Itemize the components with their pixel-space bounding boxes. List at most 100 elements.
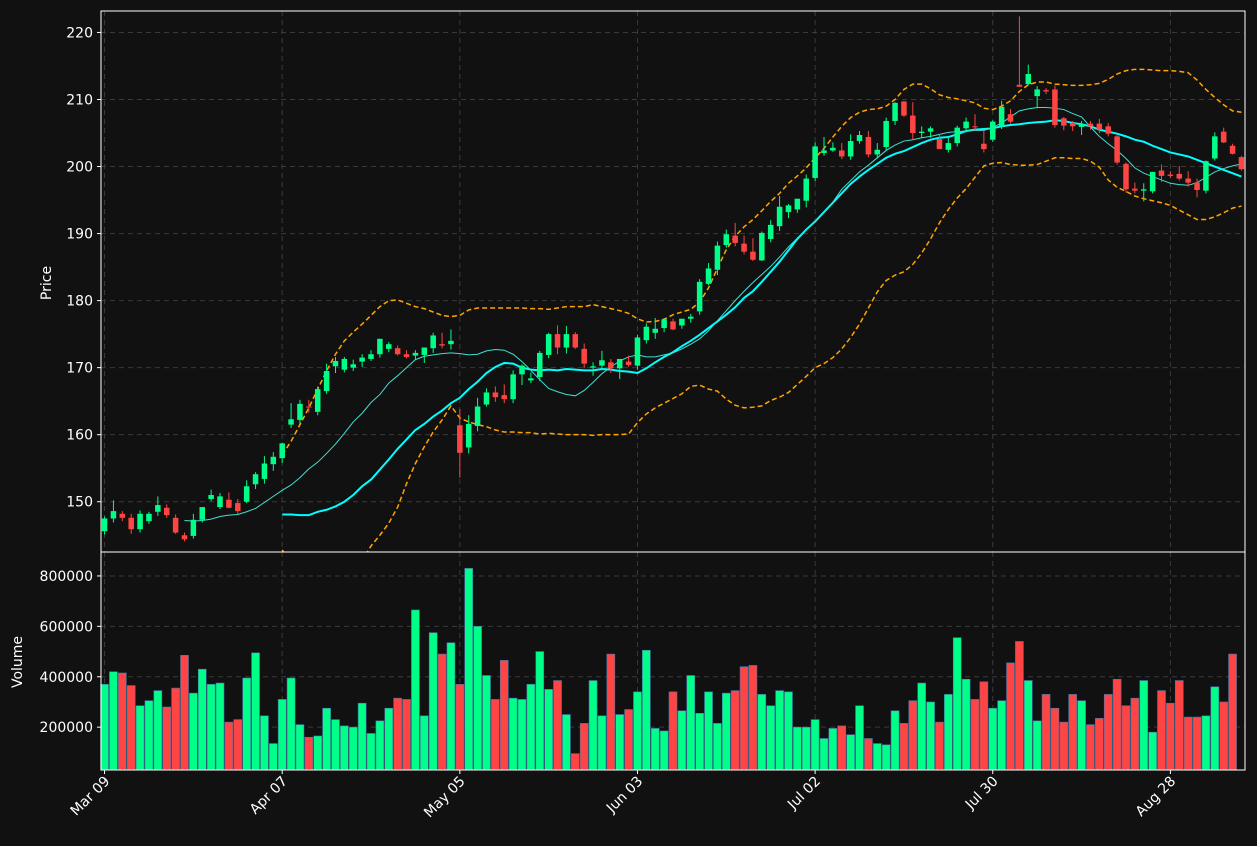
volume-bar [508,697,518,771]
candle-down [181,535,188,540]
volume-bar [579,723,589,771]
candle-up [448,340,454,345]
volume-bar [304,736,314,771]
volume-bar [730,690,740,771]
candle-up [350,364,357,368]
volume-bar [144,700,154,771]
candle-up [616,358,623,369]
volume-bar [801,726,811,771]
candle-down [1176,173,1183,179]
candle-up [1078,124,1085,127]
candle-up [963,121,969,129]
volume-bar [446,642,456,771]
candle-down [608,362,614,369]
volume-bar [1006,662,1015,771]
price-candlesticks [101,16,1245,542]
volume-tick-label: 400000 [40,670,93,686]
volume-bar [624,709,633,771]
candle-down [172,517,179,533]
volume-bar [846,734,855,771]
candle-down [670,321,676,330]
volume-bar [908,700,918,771]
candle-up [643,326,650,341]
volume-bar [437,653,447,771]
candle-up [252,474,259,485]
volume-bar [455,684,465,771]
volume-bar [793,726,802,771]
candle-up [1212,136,1218,159]
volume-bar [1183,716,1193,771]
candle-down [972,126,978,128]
candle-down [1132,188,1138,191]
candle-down [306,406,312,408]
candle-down [936,139,943,150]
bollinger-band-line [281,157,1242,552]
candle-down [1087,123,1094,127]
candle-down [457,425,463,453]
volume-bar [979,681,989,771]
volume-bar [126,685,136,771]
volume-bar [1130,697,1140,771]
price-panel: 150 160 170 180 190 200 210 220 Price [39,10,1246,553]
volume-bar [677,710,687,771]
volume-bar [633,691,642,771]
candle-up [1203,161,1209,191]
volume-bar [260,715,269,771]
candle-up [652,328,658,333]
candle-up [714,245,721,270]
volume-bar [242,677,251,771]
candle-down [839,150,845,157]
price-tick-label: 220 [66,25,93,41]
candle-down [163,507,170,516]
volume-bar [1148,731,1157,771]
volume-bar [837,725,847,771]
candle-up [243,486,250,502]
volume-bar [1059,721,1069,771]
candle-up [794,198,801,210]
volume-bar [1015,641,1024,771]
candle-down [1185,178,1191,183]
candle-down [1123,163,1129,190]
candle-down [981,143,987,150]
volume-bar [864,738,873,771]
volume-bar [357,702,367,771]
candle-down [732,235,738,243]
candle-up [208,495,214,500]
candle-up [661,319,667,329]
price-tick-label: 190 [66,227,93,243]
volume-panel: 200000 400000 600000 800000 Volume [10,551,1246,771]
volume-bar [153,690,163,771]
candle-up [874,149,881,155]
candle-up [421,347,428,355]
candle-up [927,128,934,132]
volume-bar [197,668,207,771]
candle-up [599,360,605,366]
volume-bar [215,682,225,771]
candle-down [750,251,756,260]
volume-bar [420,715,429,771]
candle-up [856,135,863,142]
candle-up [1149,171,1156,192]
candle-up [563,334,570,348]
volume-bar [588,680,598,771]
candle-up [323,370,330,392]
candle-up [483,392,490,405]
candle-up [945,143,952,150]
candle-up [696,281,703,312]
volume-bar [766,705,775,771]
volume-bar [544,689,553,771]
volume-bar [1041,694,1051,771]
volume-bar [970,699,980,771]
candle-up [110,511,117,519]
volume-bar [1121,705,1131,771]
volume-bar [668,691,678,771]
candle-up [430,335,436,349]
volume-tick-label: 200000 [40,720,93,736]
volume-bar [704,691,713,771]
candle-up [688,316,694,319]
volume-bar [384,707,394,771]
candle-down [1229,145,1236,154]
volume-bar [695,712,704,771]
candle-down [865,137,872,155]
volume-bar [926,701,935,771]
